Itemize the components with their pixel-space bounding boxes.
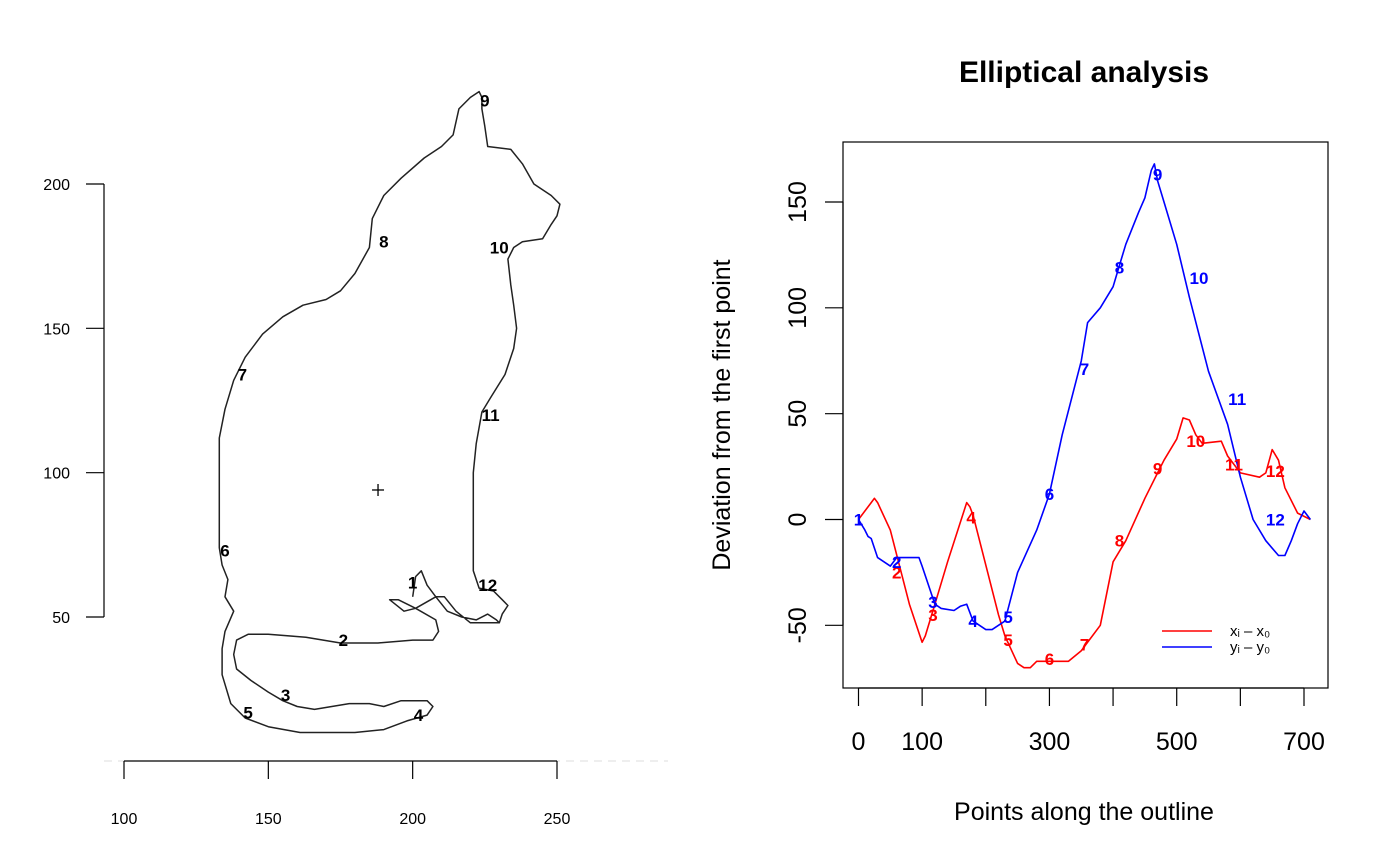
outline-label: 8 <box>379 233 388 252</box>
chart-title: Elliptical analysis <box>959 56 1209 89</box>
plot-frame <box>842 141 1329 689</box>
series-1-label: 7 <box>1080 360 1089 379</box>
outline-label: 2 <box>339 631 348 650</box>
left-y-tick-label: 150 <box>43 321 70 338</box>
outline-label: 3 <box>281 686 290 705</box>
outline-label: 11 <box>482 406 500 425</box>
right-y-axis: -50 0 50 100 150 <box>784 181 844 643</box>
series-0-label: 5 <box>1003 631 1012 650</box>
series-line-0 <box>857 417 1311 669</box>
right-y-tick-label: 100 <box>784 287 812 329</box>
right-x-axis: 0 100 300 500 700 <box>852 687 1325 756</box>
series-0-label: 4 <box>966 508 976 527</box>
series-1-label: 11 <box>1228 390 1246 409</box>
outline-label: 12 <box>478 576 497 595</box>
series-1-label: 10 <box>1190 269 1209 288</box>
outline-label: 5 <box>243 703 252 722</box>
elliptical-analysis-panel: Elliptical analysis 0 100 300 500 700 -50050… <box>708 56 1329 826</box>
series-0-label: 9 <box>1153 460 1162 479</box>
left-y-tick-label: 200 <box>43 177 70 194</box>
series-0-label: 10 <box>1186 432 1205 451</box>
right-y-tick-label: 0 <box>784 513 812 527</box>
right-y-tick-label: 150 <box>784 181 812 223</box>
left-y-axis: 50 100 150 200 <box>43 177 105 627</box>
left-y-tick-label: 50 <box>52 610 70 627</box>
series-1-label: 3 <box>928 593 937 612</box>
series-0-label: 8 <box>1115 532 1124 551</box>
series-1-label: 1 <box>854 511 863 530</box>
outline-label: 1 <box>408 573 417 592</box>
series-0-label: 3 <box>928 606 937 625</box>
right-x-tick-label: 500 <box>1156 728 1198 756</box>
right-x-tick-label: 700 <box>1283 728 1325 756</box>
right-y-tick-label: -50 <box>784 607 812 643</box>
series-1-label: 6 <box>1045 485 1054 504</box>
outline-label: 7 <box>238 366 247 385</box>
left-y-tick-label: 100 <box>43 466 70 483</box>
x-axis-label: Points along the outline <box>954 798 1214 826</box>
series-0-label: 6 <box>1045 650 1054 669</box>
outline-label: 6 <box>220 542 229 561</box>
outline-label: 10 <box>490 239 509 258</box>
legend-label-y: yᵢ – y₀ <box>1230 639 1270 656</box>
series-1-label: 4 <box>968 612 978 631</box>
outline-label: 9 <box>480 91 489 110</box>
outline-label: 4 <box>414 706 424 725</box>
series-0-label: 12 <box>1266 462 1285 481</box>
left-x-tick-label: 100 <box>111 811 138 828</box>
series-1-label: 12 <box>1266 511 1285 530</box>
series-0-label: 2 <box>892 563 901 582</box>
series-1-label: 9 <box>1153 165 1162 184</box>
centroid-marker <box>372 483 385 496</box>
left-x-tick-label: 250 <box>544 811 571 828</box>
series-1-label: 2 <box>892 553 901 572</box>
series-0-label: 7 <box>1080 635 1089 654</box>
right-x-tick-label: 300 <box>1029 728 1071 756</box>
right-x-tick-label: 100 <box>901 728 943 756</box>
series-lines <box>857 163 1312 669</box>
y-axis-label: Deviation from the first point <box>708 259 736 570</box>
right-y-tick-label: 50 <box>784 400 812 428</box>
left-x-tick-label: 200 <box>399 811 426 828</box>
series-1-label: 5 <box>1003 608 1012 627</box>
series-0-label: 11 <box>1225 455 1243 474</box>
legend: xᵢ – x₀ yᵢ – y₀ <box>1162 623 1270 656</box>
right-x-tick-label: 0 <box>852 728 866 756</box>
series-line-1 <box>857 163 1312 631</box>
legend-label-x: xᵢ – x₀ <box>1230 623 1270 640</box>
outline-path <box>218 90 561 734</box>
left-x-axis: 100 150 200 250 <box>111 760 571 828</box>
left-x-tick-label: 150 <box>255 811 282 828</box>
series-1-label: 8 <box>1115 259 1124 278</box>
